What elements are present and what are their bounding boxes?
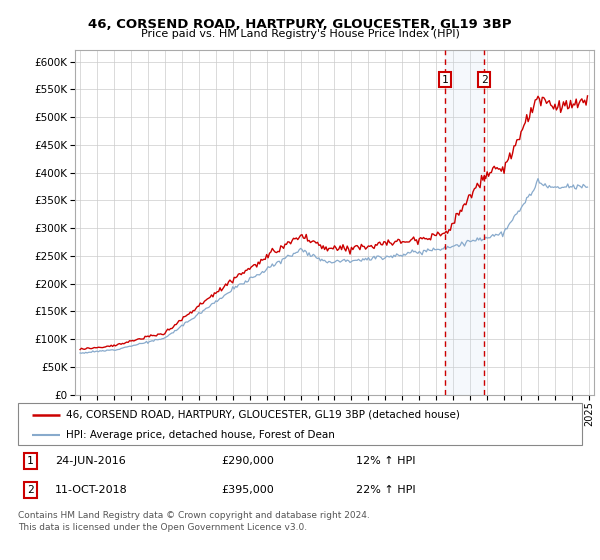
- Text: 1: 1: [27, 456, 34, 466]
- Text: 46, CORSEND ROAD, HARTPURY, GLOUCESTER, GL19 3BP: 46, CORSEND ROAD, HARTPURY, GLOUCESTER, …: [88, 18, 512, 31]
- Text: £290,000: £290,000: [221, 456, 274, 466]
- Text: 22% ↑ HPI: 22% ↑ HPI: [356, 486, 416, 496]
- Bar: [445, 50, 484, 395]
- Text: £395,000: £395,000: [221, 486, 274, 496]
- Text: 2: 2: [27, 486, 34, 496]
- Text: Contains HM Land Registry data © Crown copyright and database right 2024.
This d: Contains HM Land Registry data © Crown c…: [18, 511, 370, 531]
- Text: 2: 2: [481, 74, 488, 85]
- Text: 12% ↑ HPI: 12% ↑ HPI: [356, 456, 416, 466]
- Text: 46, CORSEND ROAD, HARTPURY, GLOUCESTER, GL19 3BP (detached house): 46, CORSEND ROAD, HARTPURY, GLOUCESTER, …: [66, 410, 460, 420]
- Text: 11-OCT-2018: 11-OCT-2018: [55, 486, 127, 496]
- Text: 24-JUN-2016: 24-JUN-2016: [55, 456, 125, 466]
- Text: 1: 1: [442, 74, 448, 85]
- Text: Price paid vs. HM Land Registry's House Price Index (HPI): Price paid vs. HM Land Registry's House …: [140, 29, 460, 39]
- Text: HPI: Average price, detached house, Forest of Dean: HPI: Average price, detached house, Fore…: [66, 430, 335, 440]
